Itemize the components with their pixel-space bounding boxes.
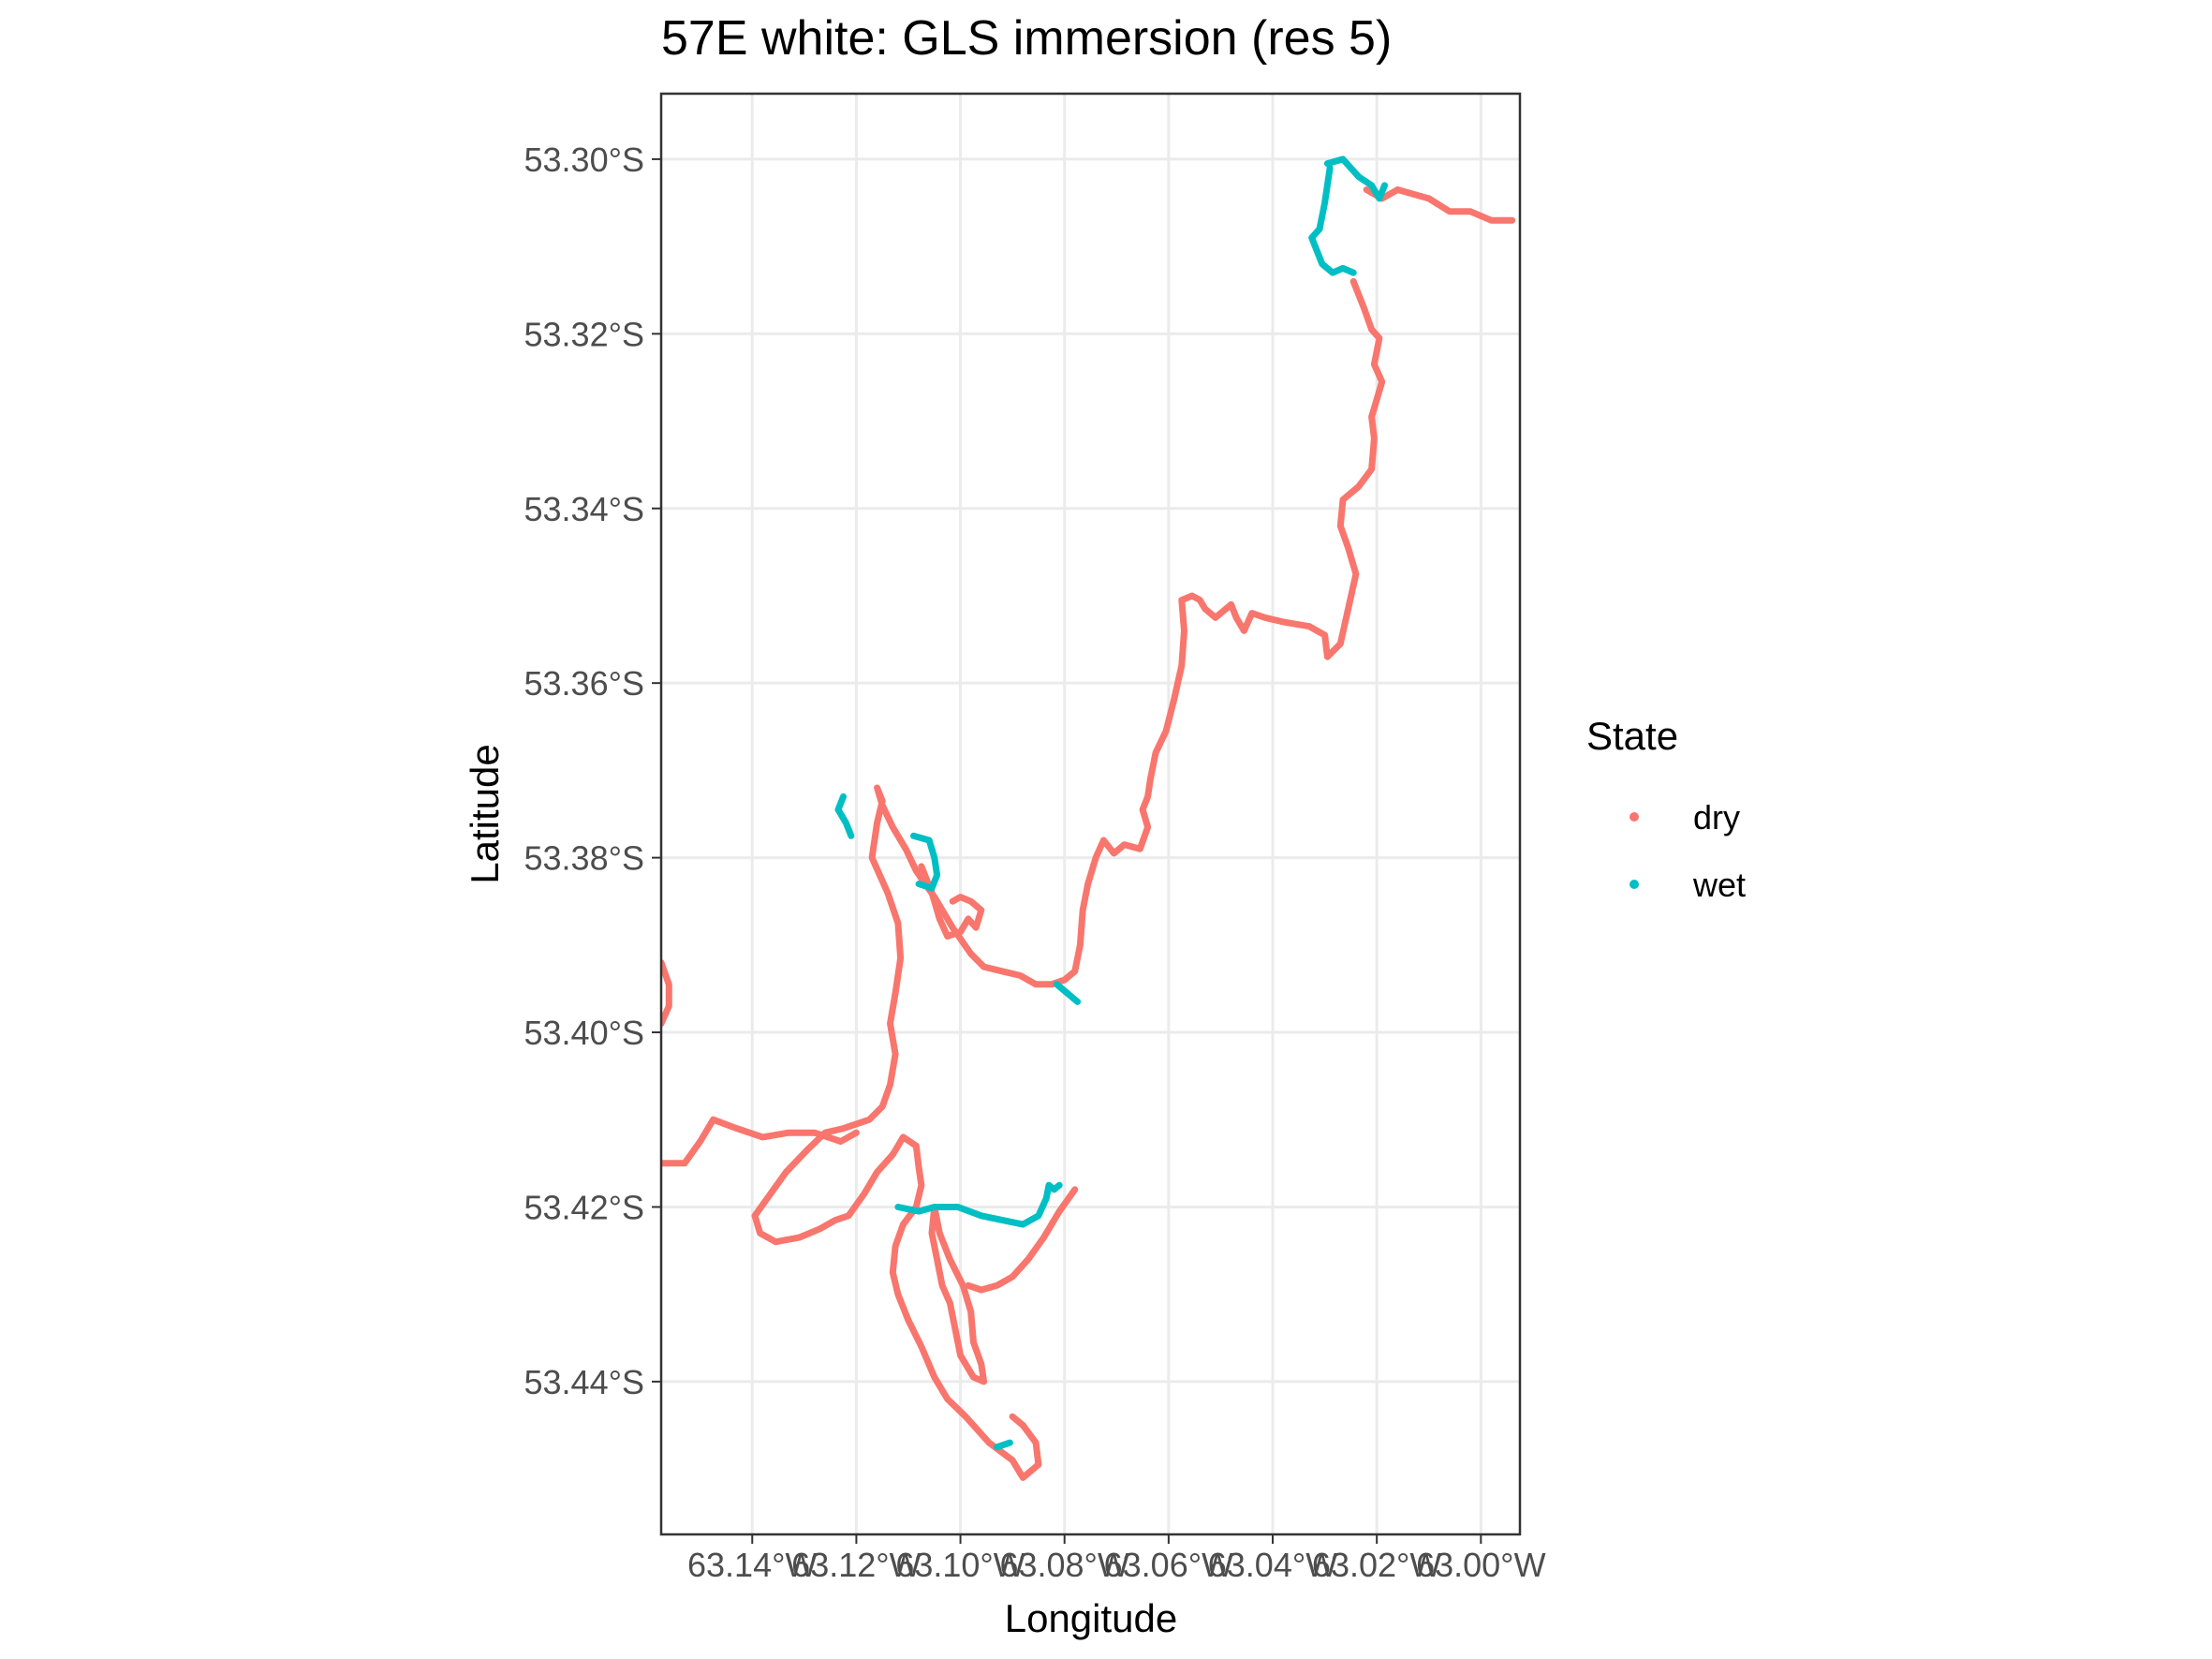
y-tick-label: 53.36°S [524, 664, 645, 703]
legend-title: State [1586, 714, 1678, 758]
x-tick-label: 63.06°W [1104, 1546, 1233, 1584]
y-tick-label: 53.42°S [524, 1188, 645, 1226]
x-tick-label: 63.08°W [999, 1546, 1128, 1584]
y-tick-label: 53.32°S [524, 315, 645, 353]
legend: State dry wet [1586, 714, 1746, 904]
legend-label-wet: wet [1692, 866, 1746, 904]
x-tick-label: 63.04°W [1208, 1546, 1337, 1584]
legend-key-wet [1630, 880, 1639, 889]
x-tick-label: 63.14°W [687, 1546, 817, 1584]
x-tick-label: 63.10°W [895, 1546, 1025, 1584]
legend-label-dry: dry [1693, 798, 1740, 837]
dry-track [1394, 186, 1516, 224]
plot-panel [661, 94, 1520, 1534]
plot-border [659, 92, 1522, 1536]
grid-lines [661, 94, 1520, 1534]
x-axis-title: Longitude [1005, 1596, 1178, 1640]
dry-track [751, 277, 1386, 1481]
wet-track [1323, 156, 1388, 202]
wet-track [994, 1439, 1013, 1451]
dry-track [661, 959, 672, 1028]
legend-key-dry [1630, 812, 1639, 822]
y-tick-label: 53.30°S [524, 141, 645, 179]
x-tick-label: 63.00°W [1416, 1546, 1545, 1584]
y-tick-label: 53.34°S [524, 490, 645, 528]
chart-title: 57E white: GLS immersion (res 5) [661, 11, 1392, 66]
y-tick-label: 53.44°S [524, 1363, 645, 1401]
dry-track [661, 1116, 860, 1167]
dry-track [918, 863, 985, 940]
dry-track [965, 1186, 1079, 1294]
wet-track [910, 832, 941, 892]
wet-track [1053, 981, 1082, 1005]
y-tick-label: 53.38°S [524, 839, 645, 878]
dry-track [928, 1204, 988, 1385]
x-tick-label: 63.02°W [1312, 1546, 1441, 1584]
wet-track [834, 792, 855, 839]
y-axis-title: Latitude [463, 744, 507, 883]
wet-track [1308, 164, 1357, 276]
axes: 63.14°W63.12°W63.10°W63.08°W63.06°W63.04… [524, 141, 1546, 1584]
x-tick-label: 63.12°W [791, 1546, 921, 1584]
y-tick-label: 53.40°S [524, 1014, 645, 1052]
wet-track [894, 1181, 1063, 1228]
data-points [661, 156, 1516, 1481]
